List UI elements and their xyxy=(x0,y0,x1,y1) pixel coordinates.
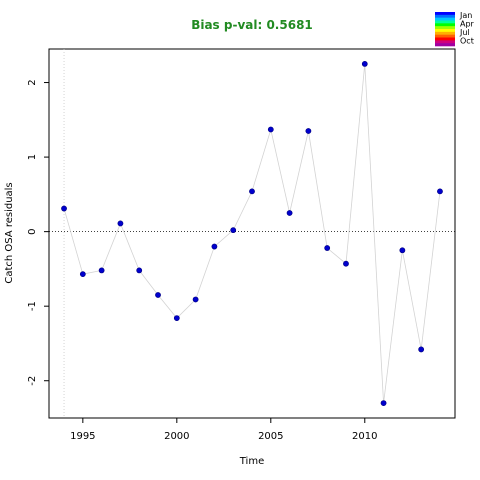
data-point xyxy=(155,292,161,298)
data-point xyxy=(173,315,180,322)
legend-color-band xyxy=(435,31,455,35)
legend-color-band xyxy=(435,17,455,21)
plot-area xyxy=(48,48,456,419)
data-point xyxy=(117,220,124,227)
data-point xyxy=(79,271,86,278)
data-point xyxy=(380,400,387,406)
y-axis-title: Catch OSA residuals xyxy=(4,182,15,283)
legend-color-band xyxy=(435,43,455,47)
series-line xyxy=(63,63,441,404)
y-tick-label: -1 xyxy=(27,301,38,311)
data-points xyxy=(61,61,443,406)
legend-color-band xyxy=(435,14,455,18)
x-tick-label: 2005 xyxy=(258,431,283,442)
legend-color-band xyxy=(435,40,455,44)
legend-label: Apr xyxy=(460,20,475,29)
legend-color-band xyxy=(435,23,455,27)
data-point xyxy=(211,243,218,250)
data-point xyxy=(343,260,349,267)
legend-label: Oct xyxy=(460,37,474,46)
reference-lines xyxy=(49,49,455,418)
x-tick-label: 1995 xyxy=(70,431,95,442)
legend-color-band xyxy=(435,12,455,16)
y-tick-label: 0 xyxy=(27,228,38,234)
data-point xyxy=(399,247,406,254)
y-tick-label: 1 xyxy=(27,154,38,160)
data-point xyxy=(136,267,143,274)
legend-label: Jan xyxy=(459,11,472,20)
data-point xyxy=(418,346,425,353)
y-tick-label: 2 xyxy=(27,79,38,85)
data-point xyxy=(286,210,293,216)
x-tick-label: 2000 xyxy=(164,431,189,442)
data-point xyxy=(305,128,312,134)
legend-color-band xyxy=(435,26,455,30)
data-point xyxy=(61,205,67,212)
x-tick-label: 2010 xyxy=(352,431,377,442)
data-point xyxy=(361,61,368,67)
data-point xyxy=(230,227,237,234)
chart-title: Bias p-val: 0.5681 xyxy=(191,18,313,32)
x-axis-title: Time xyxy=(239,456,264,467)
y-tick-label: -2 xyxy=(27,376,38,386)
data-point xyxy=(267,126,274,133)
data-point xyxy=(249,188,255,195)
y-axis: -2 -1 0 1 2 xyxy=(27,79,49,386)
data-point xyxy=(437,188,443,195)
data-point xyxy=(324,245,331,251)
x-axis: 1995 2000 2005 2010 xyxy=(70,418,378,442)
legend-color-band xyxy=(435,37,455,41)
legend-color-band xyxy=(435,20,455,24)
data-point xyxy=(98,267,105,274)
legend-color-band xyxy=(435,34,455,38)
data-point xyxy=(192,296,199,303)
legend-color-band xyxy=(435,29,455,33)
legend-label: Jul xyxy=(459,28,470,37)
